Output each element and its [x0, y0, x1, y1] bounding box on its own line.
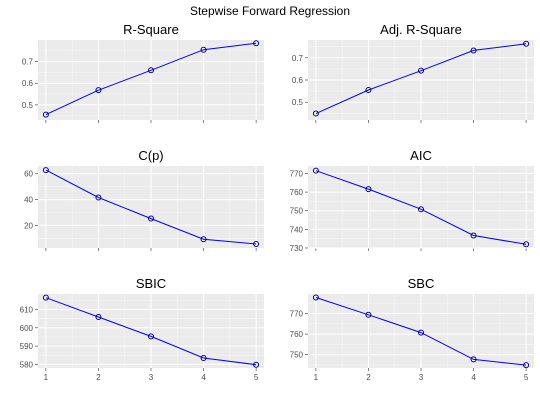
data-point [312, 167, 319, 174]
x-tick-label: 5 [254, 373, 259, 382]
data-point [523, 362, 530, 369]
panel-c-p: 20 40 60 C(p) [24, 148, 264, 251]
y-tick-label: 20 [24, 221, 33, 230]
data-point [365, 311, 372, 318]
data-point [200, 354, 207, 361]
y-tick-label: 760 [290, 188, 304, 197]
y-tick-label: 40 [24, 196, 33, 205]
data-point [470, 47, 477, 54]
data-point [148, 333, 154, 340]
y-tick-label: 0.5 [292, 98, 304, 107]
data-point [470, 232, 477, 239]
chart-panels: 0.5 0.6 0.7 R-Square 0.5 0.6 0.7 Adj. R-Square 2… [20, 22, 534, 382]
series-line [315, 170, 527, 245]
panel-title: SBIC [136, 276, 166, 291]
data-point [253, 240, 260, 247]
x-tick-label: 5 [524, 373, 529, 382]
x-tick-label: 2 [96, 373, 101, 382]
data-point [148, 67, 154, 74]
y-tick-label: 740 [290, 225, 304, 234]
data-point [95, 87, 102, 94]
panel-title: SBC [408, 276, 435, 291]
y-tick-label: 0.6 [292, 76, 304, 85]
data-point [253, 361, 260, 368]
data-point [365, 87, 372, 93]
data-point [95, 314, 102, 321]
panel-title: Adj. R-Square [380, 22, 462, 37]
data-point [365, 186, 372, 193]
y-tick-label: 750 [290, 207, 304, 216]
series-line [45, 297, 257, 366]
data-point [95, 194, 102, 201]
data-point [418, 206, 424, 213]
figure-title: Stepwise Forward Regression [190, 4, 350, 18]
y-tick-label: 730 [290, 244, 304, 253]
y-tick-label: 760 [290, 330, 304, 339]
y-tick-label: 0.7 [22, 58, 34, 67]
panel-aic: 730 740 750 760 770 AIC [290, 148, 534, 253]
data-point [253, 40, 260, 47]
data-point [42, 111, 49, 118]
series-line [315, 297, 527, 366]
series-line [45, 169, 257, 245]
data-point [470, 356, 477, 363]
panel-title: R-Square [123, 22, 179, 37]
series-line [45, 42, 257, 116]
data-point [312, 110, 319, 117]
data-point [200, 236, 207, 243]
panel-title: AIC [410, 148, 432, 163]
data-point [418, 329, 424, 336]
panel-sbic: 580 590 600 610 1 2 3 4 5 SBIC [20, 276, 264, 382]
y-tick-label: 580 [20, 360, 34, 369]
y-tick-label: 0.7 [292, 54, 304, 63]
data-point [312, 294, 319, 301]
panel-r-square: 0.5 0.6 0.7 R-Square [22, 22, 264, 123]
y-tick-label: 60 [24, 170, 33, 179]
series-line [315, 43, 527, 115]
data-point [523, 241, 530, 248]
y-tick-label: 600 [20, 324, 34, 333]
x-tick-label: 3 [149, 373, 154, 382]
panel-sbc: 750 760 770 1 2 3 4 5 SBC [290, 276, 534, 382]
data-point [42, 294, 49, 301]
data-point [148, 215, 154, 222]
x-tick-label: 4 [201, 373, 206, 382]
x-tick-label: 1 [44, 373, 49, 382]
y-tick-label: 590 [20, 342, 34, 351]
y-tick-label: 0.6 [22, 79, 34, 88]
panel-adj-r-square: 0.5 0.6 0.7 Adj. R-Square [292, 22, 534, 123]
y-tick-label: 610 [20, 306, 34, 315]
x-tick-label: 4 [471, 373, 476, 382]
y-tick-label: 770 [290, 169, 304, 178]
y-tick-label: 750 [290, 351, 304, 360]
x-tick-label: 1 [314, 373, 319, 382]
data-point [42, 167, 49, 174]
x-tick-label: 2 [366, 373, 371, 382]
panel-title: C(p) [138, 148, 163, 163]
x-tick-label: 3 [419, 373, 424, 382]
y-tick-label: 770 [290, 310, 304, 319]
data-point [523, 40, 530, 47]
y-tick-label: 0.5 [22, 101, 34, 110]
data-point [418, 67, 424, 74]
data-point [200, 46, 207, 53]
